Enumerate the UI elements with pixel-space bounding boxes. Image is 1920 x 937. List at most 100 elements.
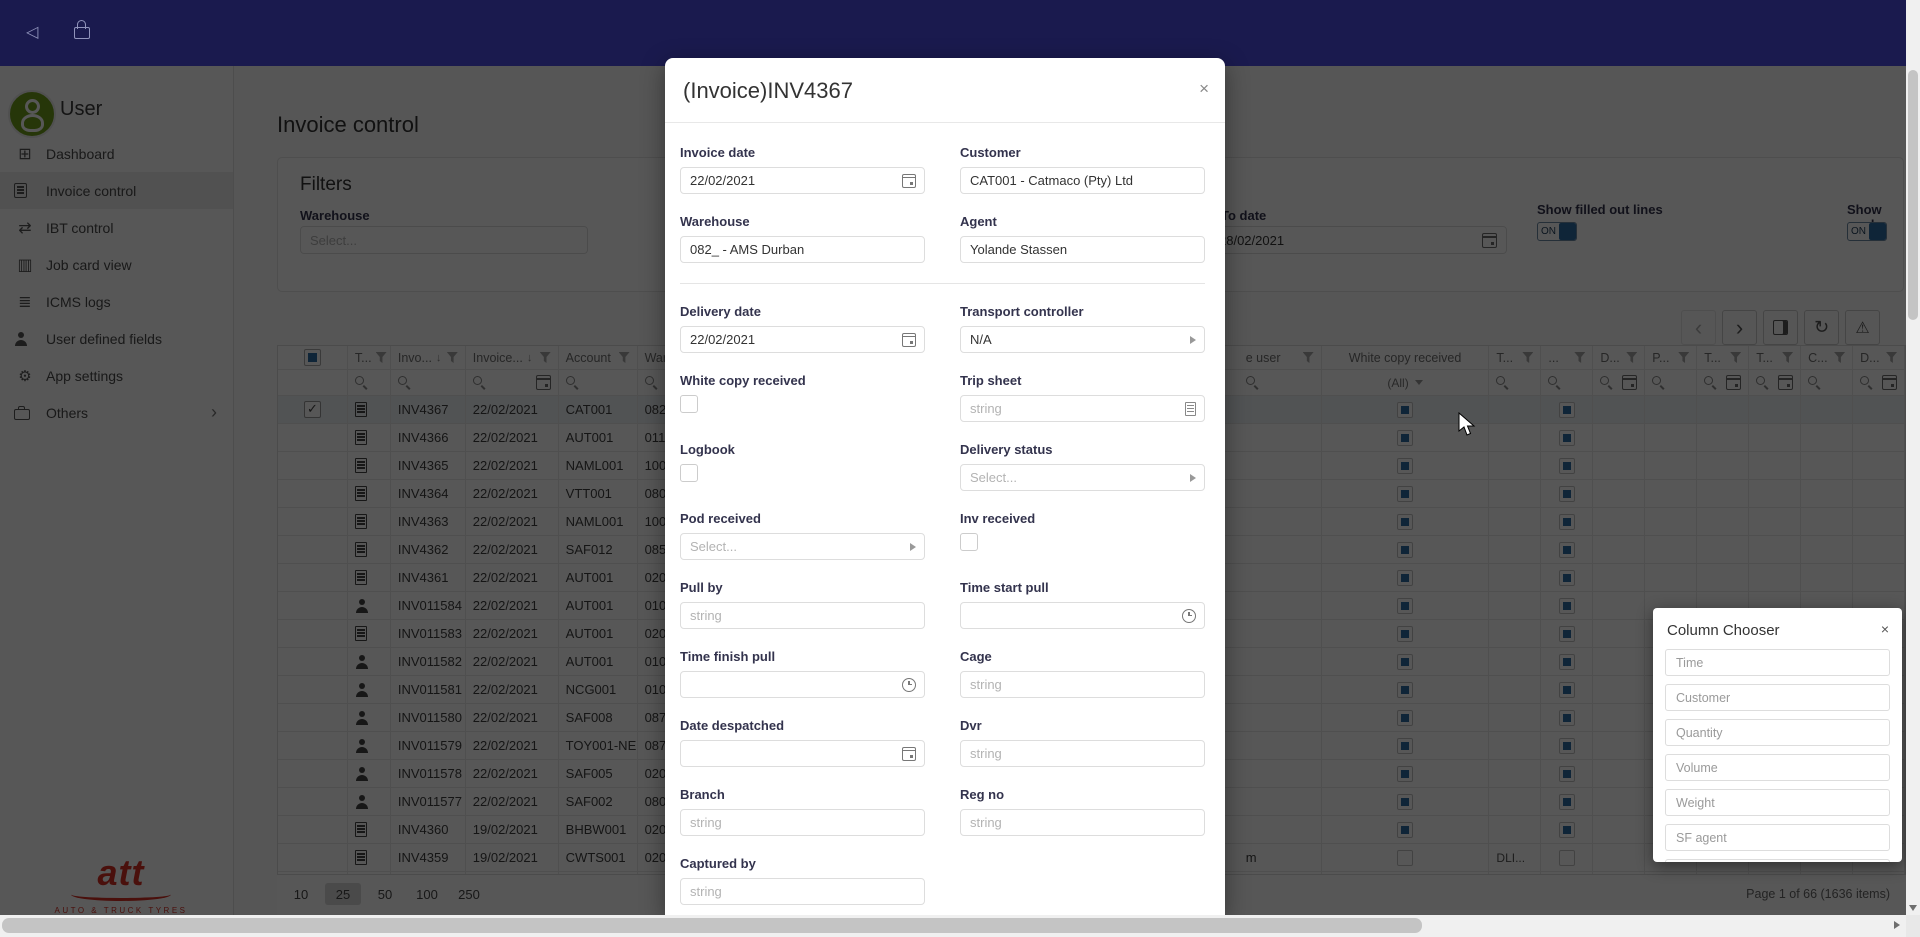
field-label: White copy received bbox=[680, 373, 806, 388]
field-checkbox[interactable] bbox=[680, 464, 698, 482]
field-label: Pull by bbox=[680, 580, 723, 595]
field-label: Pod received bbox=[680, 511, 761, 526]
field-label: Agent bbox=[960, 214, 997, 229]
modal-field: Logbook bbox=[680, 442, 925, 491]
column-chooser-item[interactable]: Time bbox=[1665, 649, 1890, 676]
section-divider bbox=[680, 283, 1205, 284]
field-label: Transport controller bbox=[960, 304, 1084, 319]
field-value: Select... bbox=[690, 539, 737, 554]
field-label: Captured by bbox=[680, 856, 756, 871]
vertical-scrollbar[interactable] bbox=[1906, 0, 1920, 915]
field-label: Delivery date bbox=[680, 304, 761, 319]
field-value: string bbox=[970, 746, 1002, 761]
modal-field: Transport controller N/A bbox=[960, 304, 1205, 353]
field-label: Branch bbox=[680, 787, 725, 802]
scroll-right-arrow-icon[interactable] bbox=[1894, 921, 1900, 929]
field-input[interactable] bbox=[960, 602, 1205, 629]
field-icon[interactable] bbox=[902, 746, 916, 761]
back-icon[interactable]: ◁ bbox=[26, 24, 39, 41]
scroll-down-arrow-icon[interactable] bbox=[1909, 905, 1917, 911]
field-label: Date despatched bbox=[680, 718, 785, 733]
modal-field: Trip sheet string bbox=[960, 373, 1205, 422]
horizontal-scrollbar-thumb[interactable] bbox=[2, 918, 1422, 933]
field-label: Time start pull bbox=[960, 580, 1049, 595]
modal-form: Invoice date 22/02/2021 Customer CAT001 … bbox=[665, 123, 1225, 915]
modal-field: Customer CAT001 - Catmaco (Pty) Ltd bbox=[960, 145, 1205, 194]
horizontal-scrollbar[interactable] bbox=[0, 915, 1920, 937]
field-icon[interactable] bbox=[910, 542, 916, 551]
field-value: 22/02/2021 bbox=[690, 332, 756, 347]
field-input[interactable]: string bbox=[960, 740, 1205, 767]
field-input[interactable]: string bbox=[960, 395, 1205, 422]
column-chooser-list: Time Customer Quantity Volume Weight SF … bbox=[1653, 647, 1902, 862]
modal-field: Cage string bbox=[960, 649, 1205, 698]
field-icon[interactable] bbox=[902, 173, 916, 188]
field-input[interactable]: string bbox=[680, 809, 925, 836]
modal-field: Date despatched bbox=[680, 718, 925, 767]
modal-field: Delivery date 22/02/2021 bbox=[680, 304, 925, 353]
field-value: CAT001 - Catmaco (Pty) Ltd bbox=[970, 173, 1134, 188]
column-chooser-item[interactable]: Volume bbox=[1665, 754, 1890, 781]
modal-field: Pod received Select... bbox=[680, 511, 925, 560]
modal-title: (Invoice)INV4367 bbox=[665, 58, 1225, 123]
modal-field: Inv received bbox=[960, 511, 1205, 560]
top-bar: ◁ bbox=[0, 0, 1920, 66]
field-input[interactable]: N/A bbox=[960, 326, 1205, 353]
column-chooser-title: Column Chooser bbox=[1667, 622, 1780, 639]
field-input[interactable]: string bbox=[680, 602, 925, 629]
field-value: string bbox=[970, 401, 1002, 416]
column-chooser-item[interactable]: Customer bbox=[1665, 684, 1890, 711]
field-input[interactable]: Select... bbox=[960, 464, 1205, 491]
modal-field: Warehouse 082_ - AMS Durban bbox=[680, 214, 925, 263]
invoice-modal: (Invoice)INV4367 × Invoice date 22/02/20… bbox=[665, 58, 1225, 915]
modal-field: White copy received bbox=[680, 373, 925, 422]
field-value: string bbox=[690, 815, 722, 830]
field-checkbox[interactable] bbox=[960, 533, 978, 551]
lock-icon[interactable] bbox=[74, 20, 90, 39]
field-input[interactable]: 22/02/2021 bbox=[680, 326, 925, 353]
field-label: Invoice date bbox=[680, 145, 756, 160]
field-input[interactable]: Select... bbox=[680, 533, 925, 560]
field-checkbox[interactable] bbox=[680, 395, 698, 413]
field-input[interactable]: Yolande Stassen bbox=[960, 236, 1205, 263]
field-input[interactable]: 082_ - AMS Durban bbox=[680, 236, 925, 263]
field-value: Select... bbox=[970, 470, 1017, 485]
field-label: Trip sheet bbox=[960, 373, 1022, 388]
field-label: Time finish pull bbox=[680, 649, 776, 664]
field-input[interactable] bbox=[680, 671, 925, 698]
field-icon[interactable] bbox=[902, 677, 916, 692]
modal-field: Time finish pull bbox=[680, 649, 925, 698]
field-input[interactable]: CAT001 - Catmaco (Pty) Ltd bbox=[960, 167, 1205, 194]
field-icon[interactable] bbox=[902, 332, 916, 347]
modal-field: Pull by string bbox=[680, 580, 925, 629]
column-chooser-panel: Column Chooser × Time Customer Quantity … bbox=[1653, 608, 1902, 862]
field-value: string bbox=[690, 884, 722, 899]
field-icon[interactable] bbox=[1182, 608, 1196, 623]
field-input[interactable]: string bbox=[960, 671, 1205, 698]
column-chooser-item[interactable]: Weight bbox=[1665, 789, 1890, 816]
field-label: Inv received bbox=[960, 511, 1036, 526]
field-input[interactable]: string bbox=[680, 878, 925, 905]
modal-field: Invoice date 22/02/2021 bbox=[680, 145, 925, 194]
modal-field: Dvr string bbox=[960, 718, 1205, 767]
close-icon[interactable]: × bbox=[1199, 79, 1209, 98]
column-chooser-item[interactable]: Quantity bbox=[1665, 719, 1890, 746]
field-icon[interactable] bbox=[1185, 401, 1196, 416]
field-label: Logbook bbox=[680, 442, 735, 457]
field-icon[interactable] bbox=[1190, 335, 1196, 344]
field-value: string bbox=[970, 815, 1002, 830]
field-input[interactable]: 22/02/2021 bbox=[680, 167, 925, 194]
field-label: Reg no bbox=[960, 787, 1005, 802]
close-icon[interactable]: × bbox=[1880, 621, 1889, 637]
field-input[interactable]: string bbox=[960, 809, 1205, 836]
field-value: 082_ - AMS Durban bbox=[690, 242, 805, 257]
modal-field: Delivery status Select... bbox=[960, 442, 1205, 491]
column-chooser-item[interactable]: SF agent bbox=[1665, 824, 1890, 851]
scrollbar-corner bbox=[1906, 915, 1920, 937]
field-value: 22/02/2021 bbox=[690, 173, 756, 188]
field-label: Delivery status bbox=[960, 442, 1053, 457]
field-input[interactable] bbox=[680, 740, 925, 767]
vertical-scrollbar-thumb[interactable] bbox=[1908, 70, 1918, 320]
modal-field: Agent Yolande Stassen bbox=[960, 214, 1205, 263]
field-icon[interactable] bbox=[1190, 473, 1196, 482]
